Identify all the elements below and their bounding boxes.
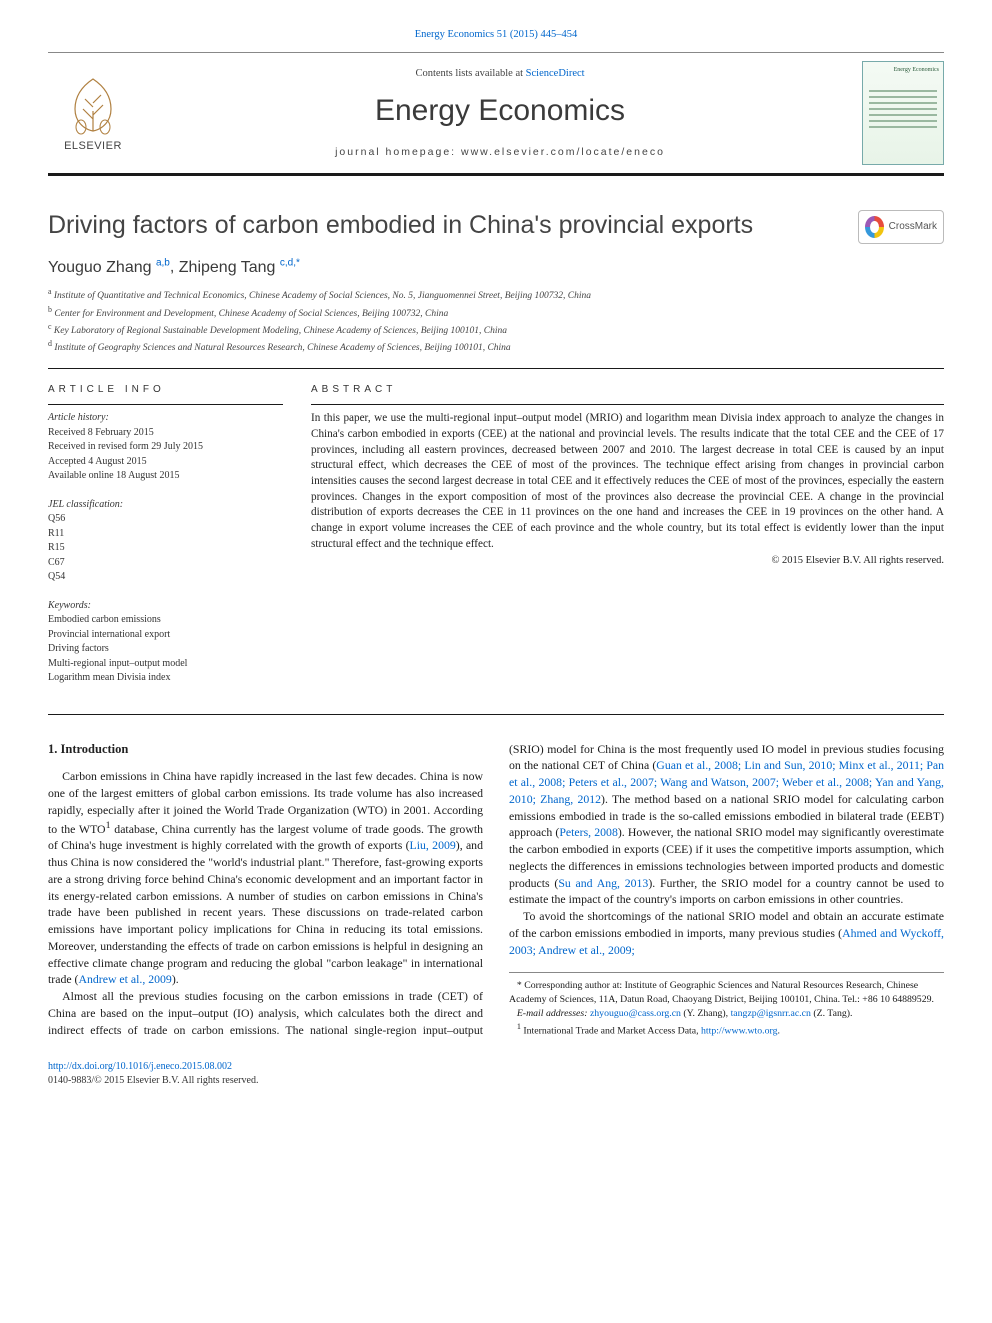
intro-paragraph-1: Carbon emissions in China have rapidly i… — [48, 768, 483, 988]
title-row: Driving factors of carbon embodied in Ch… — [48, 210, 944, 244]
history-item: Received 8 February 2015 — [48, 426, 283, 441]
jel-code: Q56 — [48, 512, 283, 527]
header-center: Contents lists available at ScienceDirec… — [138, 67, 862, 160]
author-list: Youguo Zhang a,b, Zhipeng Tang c,d,* — [48, 256, 944, 278]
email-link[interactable]: zhyouguo@cass.org.cn — [590, 1008, 681, 1019]
jel-code: Q54 — [48, 570, 283, 585]
crossmark-icon — [865, 216, 884, 238]
page-root: Energy Economics 51 (2015) 445–454 ELSEV… — [0, 0, 992, 1107]
jel-classification: JEL classification: Q56 R11 R15 C67 Q54 — [48, 498, 283, 585]
email-link[interactable]: tangzp@igsnrr.ac.cn — [731, 1008, 811, 1019]
article-info-column: ARTICLE INFO Article history: Received 8… — [48, 383, 283, 700]
keyword: Multi-regional input–output model — [48, 657, 283, 672]
abstract-rule — [311, 404, 944, 405]
running-head-citation: Energy Economics 51 (2015) 445–454 — [48, 28, 944, 42]
abstract-column: ABSTRACT In this paper, we use the multi… — [311, 383, 944, 700]
keyword: Logarithm mean Divisia index — [48, 671, 283, 686]
email-label: E-mail addresses: — [517, 1008, 590, 1019]
text-run: ), and thus China is now considered the … — [48, 838, 483, 953]
affil-mark: d — [48, 339, 52, 348]
intro-paragraph-3: To avoid the shortcomings of the nationa… — [509, 908, 944, 958]
issn-copyright-line: 0140-9883/© 2015 Elsevier B.V. All right… — [48, 1074, 944, 1088]
author-1-marks: a,b — [156, 257, 170, 268]
article-info-heading: ARTICLE INFO — [48, 383, 283, 397]
jel-heading: JEL classification: — [48, 498, 283, 513]
affil-text: Center for Environment and Development, … — [54, 309, 448, 319]
section-1-heading: 1. Introduction — [48, 741, 483, 759]
corresponding-author-note: * Corresponding author at: Institute of … — [509, 979, 944, 1006]
sciencedirect-link[interactable]: ScienceDirect — [526, 68, 585, 79]
article-meta-row: ARTICLE INFO Article history: Received 8… — [48, 369, 944, 714]
jel-code: C67 — [48, 556, 283, 571]
affil-text: Institute of Geography Sciences and Natu… — [54, 343, 510, 353]
abstract-text: In this paper, we use the multi-regional… — [311, 411, 944, 552]
history-heading: Article history: — [48, 411, 283, 426]
email-who: (Y. Zhang), — [681, 1008, 731, 1019]
contents-available-line: Contents lists available at ScienceDirec… — [138, 67, 862, 81]
crossmark-label: CrossMark — [889, 220, 937, 234]
wto-link[interactable]: http://www.wto.org — [701, 1025, 777, 1036]
article-body: 1. Introduction Carbon emissions in Chin… — [48, 741, 944, 1039]
journal-name: Energy Economics — [138, 91, 862, 132]
doi-link[interactable]: http://dx.doi.org/10.1016/j.eneco.2015.0… — [48, 1061, 232, 1072]
homepage-prefix: journal homepage: — [335, 146, 461, 158]
keyword: Provincial international export — [48, 628, 283, 643]
footnote-1: 1 International Trade and Market Access … — [509, 1021, 944, 1038]
affiliation-c: c Key Laboratory of Regional Sustainable… — [48, 321, 944, 338]
affil-mark: b — [48, 305, 52, 314]
meta-bottom-rule — [48, 714, 944, 715]
abstract-copyright: © 2015 Elsevier B.V. All rights reserved… — [311, 554, 944, 568]
keywords-block: Keywords: Embodied carbon emissions Prov… — [48, 599, 283, 686]
jel-code: R11 — [48, 527, 283, 542]
email-who: (Z. Tang). — [811, 1008, 853, 1019]
affil-mark: a — [48, 287, 52, 296]
cover-decoration — [869, 90, 937, 132]
citation-link[interactable]: Peters, 2008 — [559, 825, 618, 839]
jel-code: R15 — [48, 541, 283, 556]
contents-prefix: Contents lists available at — [415, 68, 525, 79]
article-history: Article history: Received 8 February 201… — [48, 411, 283, 484]
text-run: ). — [172, 972, 179, 986]
citation-link[interactable]: Andrew et al., 2009 — [78, 972, 171, 986]
author-2-name: Zhipeng Tang — [179, 259, 276, 276]
elsevier-tree-icon — [61, 73, 125, 137]
abstract-heading: ABSTRACT — [311, 383, 944, 397]
affiliation-d: d Institute of Geography Sciences and Na… — [48, 338, 944, 355]
affiliation-a: a Institute of Quantitative and Technica… — [48, 286, 944, 303]
keyword: Driving factors — [48, 642, 283, 657]
citation-link[interactable]: Liu, 2009 — [410, 838, 456, 852]
crossmark-badge[interactable]: CrossMark — [858, 210, 944, 244]
keyword: Embodied carbon emissions — [48, 613, 283, 628]
cover-title: Energy Economics — [894, 66, 939, 74]
citation-link[interactable]: Su and Ang, 2013 — [558, 876, 648, 890]
affil-mark: c — [48, 322, 52, 331]
affiliation-b: b Center for Environment and Development… — [48, 304, 944, 321]
history-item: Accepted 4 August 2015 — [48, 455, 283, 470]
affil-text: Institute of Quantitative and Technical … — [54, 291, 591, 301]
homepage-url: www.elsevier.com/locate/eneco — [461, 146, 665, 158]
journal-header-band: ELSEVIER Contents lists available at Sci… — [48, 52, 944, 176]
article-title: Driving factors of carbon embodied in Ch… — [48, 210, 858, 241]
affiliations: a Institute of Quantitative and Technica… — [48, 286, 944, 356]
journal-homepage-line: journal homepage: www.elsevier.com/locat… — [138, 145, 862, 159]
fn-text: International Trade and Market Access Da… — [521, 1025, 701, 1036]
publisher-name: ELSEVIER — [64, 139, 122, 154]
history-item: Available online 18 August 2015 — [48, 469, 283, 484]
author-1: Youguo Zhang a,b — [48, 259, 170, 276]
author-2-marks: c,d,* — [280, 257, 300, 268]
history-item: Received in revised form 29 July 2015 — [48, 440, 283, 455]
info-rule — [48, 404, 283, 405]
author-1-name: Youguo Zhang — [48, 259, 152, 276]
email-addresses-note: E-mail addresses: zhyouguo@cass.org.cn (… — [509, 1007, 944, 1021]
author-2: Zhipeng Tang c,d,* — [179, 259, 300, 276]
fn-tail: . — [778, 1025, 780, 1036]
journal-cover-thumbnail: Energy Economics — [862, 61, 944, 165]
corr-text: Corresponding author at: Institute of Ge… — [509, 980, 934, 1005]
keywords-heading: Keywords: — [48, 599, 283, 614]
page-footer: http://dx.doi.org/10.1016/j.eneco.2015.0… — [48, 1060, 944, 1087]
publisher-logo: ELSEVIER — [48, 73, 138, 154]
footnotes-block: * Corresponding author at: Institute of … — [509, 972, 944, 1037]
affil-text: Key Laboratory of Regional Sustainable D… — [54, 326, 507, 336]
citation-link[interactable]: Energy Economics 51 (2015) 445–454 — [415, 29, 578, 40]
